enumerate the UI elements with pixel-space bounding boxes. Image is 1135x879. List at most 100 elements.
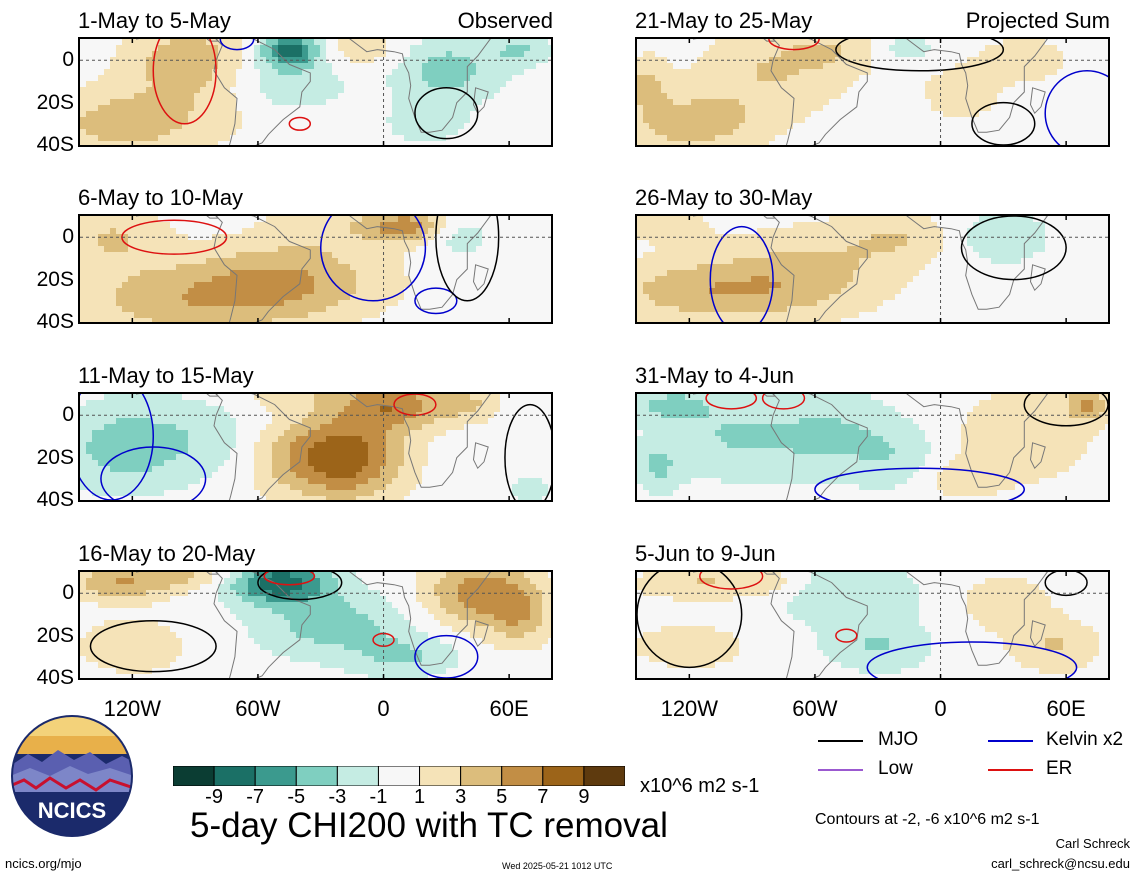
field-cell — [344, 252, 351, 259]
field-cell — [158, 472, 165, 479]
field-cell — [434, 141, 441, 145]
field-cell — [350, 418, 357, 425]
field-cell — [158, 93, 165, 100]
field-cell — [122, 300, 129, 307]
field-cell — [512, 99, 519, 106]
field-cell — [140, 276, 147, 283]
field-cell — [296, 63, 303, 70]
field-cell — [98, 93, 105, 100]
field-cell — [398, 240, 405, 247]
field-cell — [284, 318, 291, 322]
field-cell — [326, 406, 333, 413]
field-cell — [176, 460, 183, 467]
field-cell — [344, 424, 351, 431]
field-cell — [158, 614, 165, 621]
field-cell — [122, 602, 129, 609]
field-cell — [320, 466, 327, 473]
field-cell — [266, 258, 273, 265]
field-cell — [278, 75, 285, 82]
field-cell — [272, 234, 279, 241]
field-cell — [164, 608, 171, 615]
field-cell — [278, 578, 285, 585]
field-cell — [470, 400, 477, 407]
field-cell — [266, 282, 273, 289]
field-cell — [452, 406, 459, 413]
field-cell — [128, 472, 135, 479]
field-cell — [500, 412, 507, 419]
field-cell — [344, 99, 351, 106]
field-cell — [416, 63, 423, 70]
field-cell — [410, 460, 417, 467]
field-cell — [80, 228, 87, 235]
field-cell — [374, 454, 381, 461]
field-cell — [278, 674, 285, 678]
field-cell — [332, 472, 339, 479]
field-cell — [476, 69, 483, 76]
field-cell — [206, 63, 213, 70]
field-cell — [518, 460, 525, 467]
field-cell — [158, 584, 165, 591]
field-cell — [266, 318, 273, 322]
field-cell — [260, 472, 267, 479]
field-cell — [98, 234, 105, 241]
field-cell — [332, 99, 339, 106]
field-cell — [338, 123, 345, 130]
field-cell — [524, 276, 531, 283]
field-cell — [92, 111, 99, 118]
field-cell — [524, 45, 531, 52]
field-cell — [338, 406, 345, 413]
field-cell — [152, 578, 159, 585]
field-cell — [224, 454, 231, 461]
field-cell — [386, 123, 393, 130]
field-cell — [128, 436, 135, 443]
field-cell — [518, 472, 525, 479]
field-cell — [428, 436, 435, 443]
field-cell — [266, 306, 273, 313]
field-cell — [506, 93, 513, 100]
field-cell — [374, 222, 381, 229]
field-cell — [200, 460, 207, 467]
field-cell — [128, 69, 135, 76]
field-cell — [296, 436, 303, 443]
field-cell — [248, 614, 255, 621]
field-cell — [224, 75, 231, 82]
field-cell — [110, 222, 117, 229]
field-cell — [194, 246, 201, 253]
field-cell — [314, 111, 321, 118]
field-cell — [446, 418, 453, 425]
field-cell — [212, 454, 219, 461]
field-cell — [266, 63, 273, 70]
field-cell — [356, 294, 363, 301]
field-cell — [416, 45, 423, 52]
field-cell — [248, 105, 255, 112]
field-cell — [266, 400, 273, 407]
field-cell — [320, 45, 327, 52]
field-cell — [182, 578, 189, 585]
field-cell — [230, 424, 237, 431]
field-cell — [344, 105, 351, 112]
field-cell — [410, 39, 417, 46]
field-cell — [164, 620, 171, 627]
field-cell — [356, 57, 363, 64]
field-cell — [140, 424, 147, 431]
field-cell — [470, 294, 477, 301]
field-cell — [416, 105, 423, 112]
field-cell — [242, 620, 249, 627]
field-cell — [134, 614, 141, 621]
field-cell — [398, 39, 405, 46]
field-cell — [536, 141, 543, 145]
field-cell — [158, 282, 165, 289]
field-cell — [164, 602, 171, 609]
field-cell — [260, 258, 267, 265]
field-cell — [476, 496, 483, 500]
panel-title: 16-May to 20-May — [78, 541, 256, 566]
field-cell — [230, 63, 237, 70]
field-cell — [470, 472, 477, 479]
field-cell — [404, 300, 411, 307]
field-cell — [134, 117, 141, 124]
field-cell — [344, 93, 351, 100]
field-cell — [416, 111, 423, 118]
field-cell — [512, 288, 519, 295]
field-cell — [416, 300, 423, 307]
field-cell — [404, 75, 411, 82]
